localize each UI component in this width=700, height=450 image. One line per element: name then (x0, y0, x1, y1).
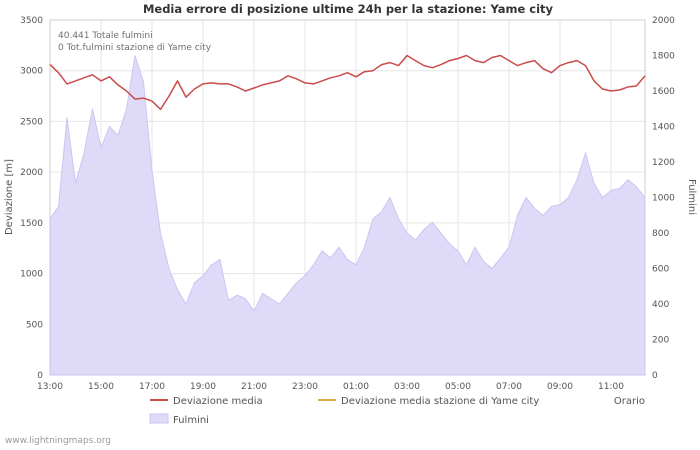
left-tick-label: 1500 (20, 219, 43, 229)
x-tick-label: 11:00 (598, 382, 624, 392)
x-tick-label: 15:00 (88, 382, 114, 392)
left-tick-label: 3000 (20, 67, 43, 77)
watermark: www.lightningmaps.org (5, 436, 111, 446)
left-tick-label: 1000 (20, 270, 43, 280)
legend: Deviazione media Deviazione media stazio… (149, 396, 539, 426)
legend-swatch-fulmini (149, 413, 169, 424)
legend-label-fulmini: Fulmini (173, 415, 209, 426)
x-tick-label: 01:00 (343, 382, 369, 392)
x-tick-label: 19:00 (190, 382, 216, 392)
left-axis-ticks: 0 500 1000 1500 2000 2500 3000 3500 (20, 16, 43, 381)
right-tick-label: 800 (652, 229, 669, 239)
right-tick-label: 1200 (652, 158, 675, 168)
x-tick-label: 07:00 (496, 382, 522, 392)
x-tick-label: 23:00 (292, 382, 318, 392)
chart-title: Media errore di posizione ultime 24h per… (143, 2, 554, 16)
x-tick-label: 05:00 (445, 382, 471, 392)
right-tick-label: 0 (652, 371, 658, 381)
right-tick-label: 200 (652, 336, 669, 346)
right-tick-label: 1800 (652, 52, 675, 62)
right-tick-label: 1600 (652, 87, 675, 97)
x-tick-label: 21:00 (241, 382, 267, 392)
x-axis-ticks: 13:00 15:00 17:00 19:00 21:00 23:00 01:00 03:00… (37, 382, 624, 392)
left-tick-label: 2000 (20, 168, 43, 178)
left-tick-label: 2500 (20, 117, 43, 127)
right-axis-ticks: 0 200 400 600 800 1000 1200 1400 1600 1800 2000 (652, 16, 675, 381)
series-layer (49, 54, 646, 376)
legend-label-deviazione: Deviazione media (173, 396, 263, 407)
right-tick-label: 1400 (652, 123, 675, 133)
right-tick-label: 1000 (652, 194, 675, 204)
legend-label-stazione: Deviazione media stazione di Yame city (341, 396, 539, 407)
fulmini-area (49, 55, 646, 376)
right-tick-label: 600 (652, 265, 669, 275)
right-tick-label: 2000 (652, 16, 675, 26)
right-tick-label: 400 (652, 300, 669, 310)
x-tick-label: 13:00 (37, 382, 63, 392)
annotation-total-fulmini: 40.441 Totale fulmini (58, 31, 153, 41)
x-tick-label: 03:00 (394, 382, 420, 392)
left-tick-label: 3500 (20, 16, 43, 26)
x-tick-label: 09:00 (547, 382, 573, 392)
left-tick-label: 500 (26, 320, 43, 330)
x-tick-label: 17:00 (139, 382, 165, 392)
annotation-station-fulmini: 0 Tot.fulmini stazione di Yame city (58, 43, 212, 53)
left-axis-label: Deviazione [m] (4, 159, 15, 235)
right-axis-label: Fulmini (686, 179, 697, 215)
left-tick-label: 0 (37, 371, 43, 381)
deviazione-line (49, 54, 646, 111)
x-axis-title: Orario (614, 396, 645, 407)
